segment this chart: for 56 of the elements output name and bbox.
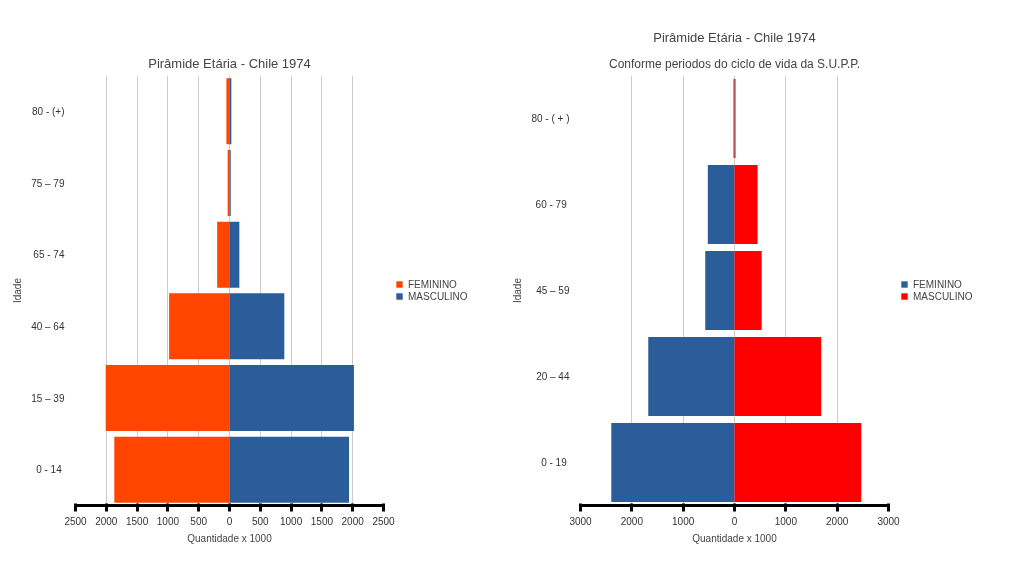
legend-label: FEMININO	[408, 278, 457, 290]
bar	[229, 365, 354, 431]
bar	[229, 436, 349, 503]
bar	[734, 422, 862, 503]
x-tick-label: 2500	[64, 515, 88, 527]
x-tick-label: 2000	[341, 515, 365, 527]
bar	[705, 250, 735, 331]
chart-title: Pirâmide Etária - Chile 1974	[653, 29, 816, 45]
y-tick-label: 75 – 79	[31, 177, 65, 189]
bar	[734, 164, 758, 245]
bar	[169, 293, 230, 360]
bar	[707, 164, 735, 245]
x-tick-label: 2000	[826, 515, 849, 527]
x-axis-title: Quantidade x 1000	[187, 532, 273, 544]
x-tick-label: 2000	[620, 515, 644, 527]
x-tick-label: 2000	[95, 515, 118, 527]
x-axis-title: Quantidade x 1000	[692, 532, 778, 544]
bar	[229, 221, 240, 288]
y-tick-label: 0 - 14	[36, 464, 63, 476]
bar	[114, 436, 230, 503]
y-tick-label: 0 - 19	[541, 457, 568, 468]
legend-label: MASCULINO	[408, 290, 468, 302]
x-tick-label: 500	[251, 515, 270, 527]
bar	[734, 336, 822, 417]
x-tick-label: 0	[226, 515, 233, 527]
legend-label: MASCULINO	[913, 290, 973, 302]
x-tick-label: 3000	[877, 515, 901, 527]
y-tick-label: 60 - 79	[535, 199, 568, 210]
y-axis-title: Idade	[512, 277, 524, 304]
y-tick-label: 65 - 74	[33, 249, 65, 261]
x-tick-label: 1500	[310, 515, 334, 527]
x-tick-label: 2500	[372, 515, 396, 527]
y-axis-title: Idade	[12, 277, 24, 304]
y-tick-label: 20 – 44	[536, 371, 570, 382]
y-tick-label: 80 - (+)	[31, 105, 65, 117]
x-tick-label: 0	[731, 515, 738, 527]
bar	[648, 336, 735, 417]
x-tick-label: 3000	[569, 515, 593, 527]
x-tick-label: 500	[190, 515, 208, 527]
y-tick-label: 45 – 59	[536, 285, 570, 296]
y-tick-label: 15 – 39	[31, 392, 65, 404]
bar	[105, 365, 230, 431]
chart-subtitle: Conforme periodos do ciclo de vida da S.U.P.P.	[608, 56, 861, 71]
x-tick-label: 1000	[279, 515, 303, 527]
bar	[611, 422, 735, 503]
x-tick-label: 1000	[156, 515, 180, 527]
legend-label: FEMININO	[913, 278, 962, 290]
x-tick-label: 1000	[672, 515, 695, 527]
y-tick-label: 80 - ( + )	[531, 113, 570, 124]
x-tick-label: 1000	[774, 515, 798, 527]
chart-title: Pirâmide Etária - Chile 1974	[148, 55, 311, 71]
bar	[217, 221, 230, 288]
x-tick-label: 1500	[125, 515, 149, 527]
bar	[734, 250, 762, 331]
bar	[229, 293, 285, 360]
y-tick-label: 40 – 64	[31, 320, 65, 332]
